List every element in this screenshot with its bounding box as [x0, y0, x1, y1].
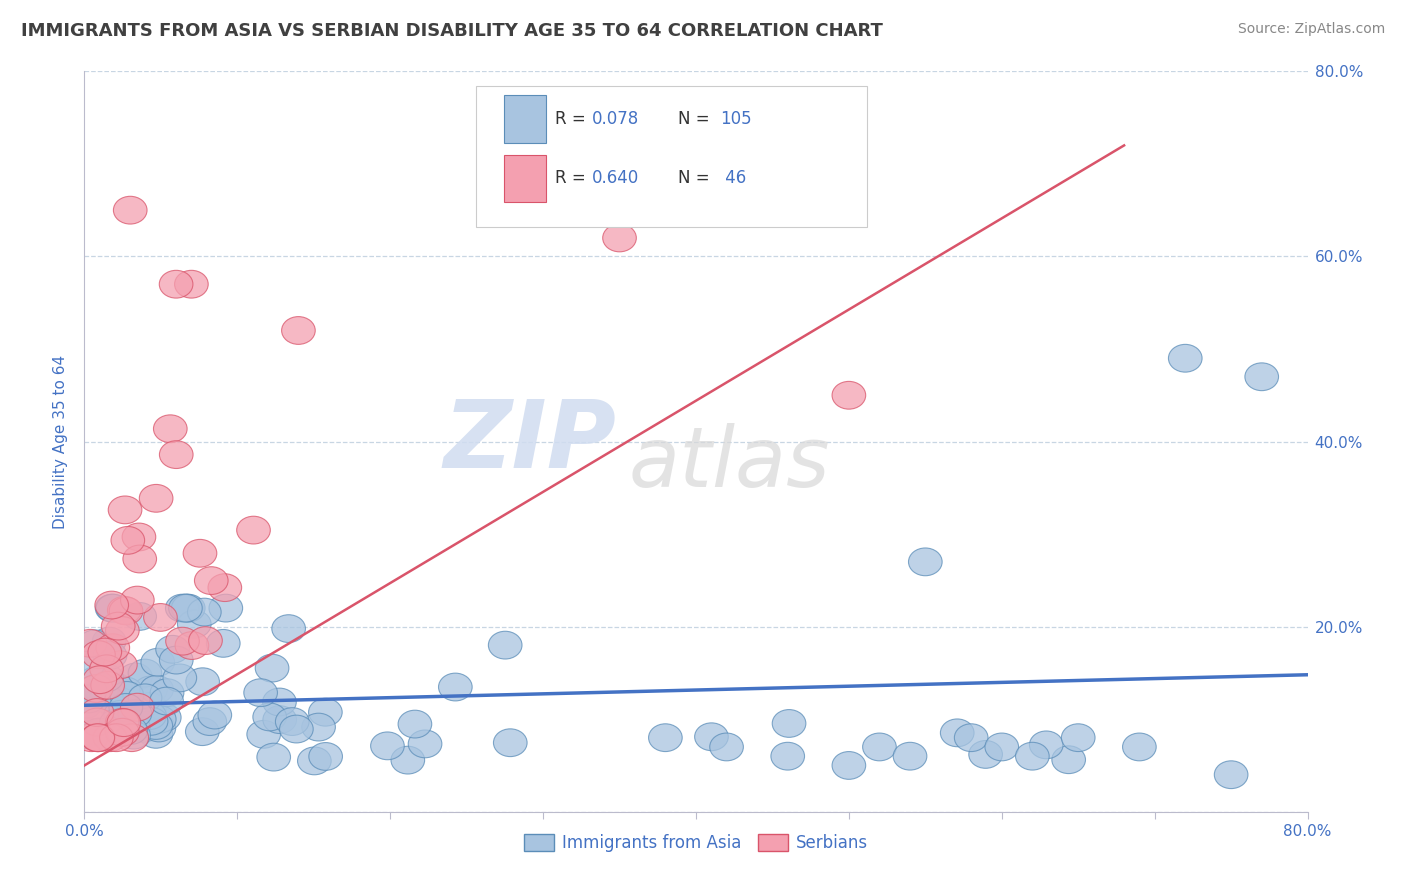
Text: 46: 46: [720, 169, 747, 187]
Legend: Immigrants from Asia, Serbians: Immigrants from Asia, Serbians: [517, 828, 875, 859]
Text: ZIP: ZIP: [443, 395, 616, 488]
Y-axis label: Disability Age 35 to 64: Disability Age 35 to 64: [53, 354, 69, 529]
Text: 0.640: 0.640: [592, 169, 640, 187]
Text: atlas: atlas: [628, 423, 831, 504]
Text: Source: ZipAtlas.com: Source: ZipAtlas.com: [1237, 22, 1385, 37]
Text: N =: N =: [678, 169, 714, 187]
Text: N =: N =: [678, 111, 714, 128]
Text: 0.078: 0.078: [592, 111, 640, 128]
Text: R =: R =: [555, 169, 592, 187]
FancyBboxPatch shape: [503, 154, 546, 202]
FancyBboxPatch shape: [503, 95, 546, 143]
Text: IMMIGRANTS FROM ASIA VS SERBIAN DISABILITY AGE 35 TO 64 CORRELATION CHART: IMMIGRANTS FROM ASIA VS SERBIAN DISABILI…: [21, 22, 883, 40]
FancyBboxPatch shape: [475, 87, 868, 227]
Text: R =: R =: [555, 111, 592, 128]
Text: 105: 105: [720, 111, 752, 128]
